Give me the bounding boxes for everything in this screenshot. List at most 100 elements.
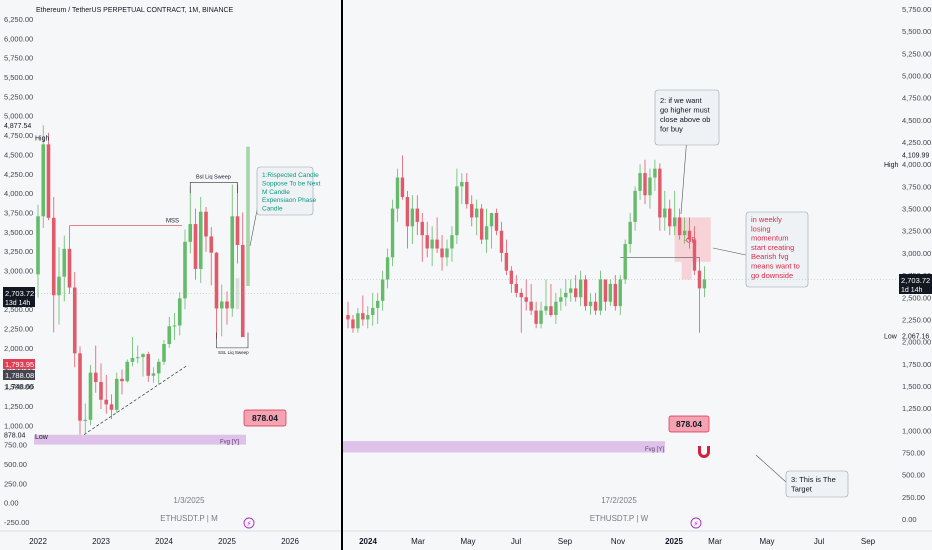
projected-shade <box>235 278 240 310</box>
right-candle-body <box>489 213 494 227</box>
left-candle-body <box>151 373 156 376</box>
right-candle-body <box>539 310 543 324</box>
right-date-label: 17/2/2025 <box>601 496 637 505</box>
left-candle-body <box>225 301 229 309</box>
left-candle-body <box>99 381 103 400</box>
right-price-tick: 3,250.00 <box>902 227 931 236</box>
left-chart-monthly[interactable]: 6,250.00 6,000.00 5,750.00 5,500.00 5,250.00… <box>0 0 341 550</box>
right-candle-body <box>484 226 489 240</box>
right-candle-body <box>682 230 687 236</box>
note1-line: Expensiaon Phase <box>262 197 317 204</box>
left-candle-body <box>57 276 61 296</box>
right-x-tick: 2025 <box>665 537 683 546</box>
left-candle-body <box>214 252 219 309</box>
right-price-tick: 5,250.00 <box>902 49 931 58</box>
right-candle-body <box>663 208 667 218</box>
right-price-tick: 250.00 <box>902 493 925 502</box>
note1-line: Soppose To be Next <box>262 180 321 187</box>
right-price-tick: 500.00 <box>902 471 925 480</box>
right-candle-body <box>445 248 449 258</box>
right-low-label: Low <box>884 334 898 341</box>
left-low-price: 878.04 <box>4 433 26 440</box>
right-candle-body <box>479 208 484 240</box>
right-candle-body <box>366 315 370 320</box>
right-chart-weekly[interactable]: 5,750.00 5,500.00 5,250.00 5,000.00 4,750.00… <box>343 0 932 550</box>
right-candle-body <box>460 181 464 187</box>
right-lightning-glyph: ⚡ <box>694 520 699 528</box>
right-x-tick: Mar <box>708 537 722 546</box>
right-candle-body <box>569 288 573 293</box>
left-price-tick: 0.00 <box>4 499 19 508</box>
note2-box <box>654 89 720 146</box>
right-candle-body <box>687 230 692 240</box>
right-candle-body <box>455 186 459 236</box>
right-candle-body <box>608 283 613 302</box>
right-candle-body <box>628 221 632 245</box>
left-price-tick: 3,750.00 <box>4 208 33 217</box>
left-candle-body <box>104 399 109 405</box>
right-candle-body <box>361 313 365 320</box>
right-candle-body <box>564 292 568 298</box>
left-date-label: 1/3/2025 <box>173 496 205 505</box>
right-candle-body <box>390 208 395 258</box>
right-candle-body <box>425 235 429 249</box>
left-candle-body <box>141 354 145 358</box>
left-low-label: Low <box>35 434 49 441</box>
left-fvg-label: Fvg [Y] <box>220 440 239 446</box>
right-price-tick: 3,000.00 <box>902 249 931 258</box>
left-price-tick: 4,750.00 <box>4 131 33 140</box>
right-candle-body <box>653 168 657 178</box>
left-x-tick: 2024 <box>155 537 173 546</box>
right-candle-body <box>673 217 677 227</box>
note-weekly-pointer <box>712 247 747 256</box>
right-current-price-tag <box>899 274 932 294</box>
right-candle-body <box>440 248 444 258</box>
right-candle-body <box>470 204 474 218</box>
left-x-tick: 2023 <box>92 537 110 546</box>
tag3-text: 1,748.66 <box>5 382 34 391</box>
right-candle-body <box>549 306 553 315</box>
left-candle-body <box>130 357 135 362</box>
right-high-label: High <box>884 162 899 169</box>
left-candle-body <box>230 216 235 309</box>
right-current-price: 2,703.72 <box>901 276 930 285</box>
left-trendline <box>83 364 189 435</box>
note1-box <box>256 166 314 216</box>
left-price-tick: 750.00 <box>4 441 27 450</box>
note-weekly-line: momentum <box>751 234 789 243</box>
right-candle-body <box>658 168 662 218</box>
right-candle-body <box>702 279 707 289</box>
right-candle-body <box>380 279 385 301</box>
left-fvg-price-box <box>243 409 287 427</box>
right-symbol-label: ETHUSDT.P | W <box>590 514 649 523</box>
left-price-tick: 3,250.00 <box>4 247 33 256</box>
left-price-tick: 5,000.00 <box>4 112 33 121</box>
right-x-tick: May <box>460 537 475 546</box>
right-candle-body <box>618 279 622 307</box>
right-x-tick: Jul <box>814 537 824 546</box>
left-x-tick: 2025 <box>218 537 236 546</box>
panel-divider <box>341 0 343 550</box>
right-candle-body <box>519 292 523 298</box>
right-price-tick: 750.00 <box>902 448 925 457</box>
right-price-tick: 3,750.00 <box>902 182 931 191</box>
left-lightning-icon <box>243 517 255 529</box>
note-weekly-box <box>745 211 809 288</box>
right-price-tick: 5,500.00 <box>902 27 931 36</box>
right-fvg-price-box <box>668 415 710 433</box>
note-weekly-line: in weekly <box>751 215 782 224</box>
bsl-bracket <box>189 181 238 194</box>
right-candle-body <box>588 301 593 307</box>
left-candle-body <box>162 344 166 362</box>
right-candle-body <box>465 181 469 205</box>
left-current-price: 2,703.72 <box>5 289 34 298</box>
ssl-label: SSL Liq Sweep <box>218 350 249 355</box>
right-price-tick: 4,250.00 <box>902 138 931 147</box>
left-candle-body <box>204 211 208 237</box>
right-candle-body <box>450 235 454 249</box>
left-candle-body <box>46 144 51 218</box>
right-candle-body <box>371 307 375 315</box>
right-candle-body <box>638 173 642 191</box>
right-candle-body <box>692 239 697 271</box>
left-candle-body <box>209 236 214 253</box>
